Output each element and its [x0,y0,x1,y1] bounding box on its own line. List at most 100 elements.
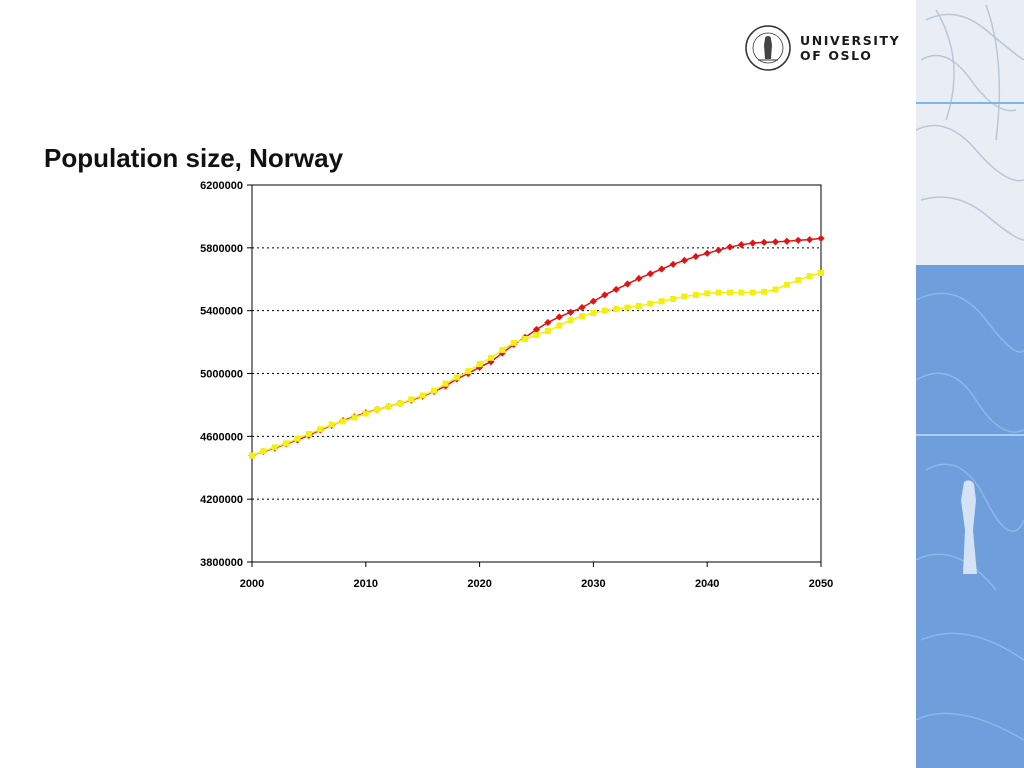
data-point [715,289,722,296]
data-point [703,249,711,257]
data-point [351,414,358,421]
x-tick-label: 2000 [240,578,264,590]
data-point [714,246,723,254]
data-point [385,403,392,410]
y-tick-label: 4600000 [200,431,243,443]
data-point [340,418,347,425]
data-point [623,280,632,288]
university-logo: UNIVERSITY OF OSLO [744,24,904,74]
data-point [601,307,608,314]
data-point [442,380,449,387]
data-point [795,277,802,284]
data-point [692,291,699,298]
data-point [761,288,768,295]
side-panel-top [916,0,1024,265]
data-point [669,260,677,268]
data-point [692,252,700,261]
data-point [487,354,494,361]
data-point [783,281,790,288]
data-point [544,318,552,327]
y-tick-label: 4200000 [200,494,243,506]
data-point [408,396,415,403]
data-point [646,270,654,278]
y-axis-tick-labels: 3800000 4200000 4600000 5000000 5400000 58000… [200,180,243,569]
university-seal-icon [745,25,791,71]
data-point [555,313,563,321]
data-point [589,297,597,305]
y-tick-label: 5400000 [200,306,243,318]
data-point [624,304,631,311]
data-point [783,237,791,245]
data-point [749,289,756,296]
data-point [328,421,335,428]
data-point [305,430,312,437]
data-point [476,363,484,371]
data-point [532,325,541,334]
data-point [670,295,677,302]
data-point [635,274,643,283]
y-tick-label: 5000000 [200,369,243,381]
data-point [681,293,688,300]
data-point [510,339,517,346]
side-decoration-panel [916,0,1024,768]
data-point [260,448,267,455]
data-point [794,236,802,244]
data-point [476,361,483,368]
data-point [658,298,665,305]
data-point [499,346,506,353]
data-point [317,426,324,433]
data-point [567,308,575,316]
data-point [647,300,654,307]
data-point [283,440,290,447]
data-point [601,291,609,299]
logo-text-line-1: UNIVERSITY [800,33,901,48]
data-point [749,239,757,247]
data-point [771,238,780,246]
x-axis-tick-labels: 2000 2010 2020 2030 2040 2050 [240,578,833,590]
data-point [374,406,381,413]
x-tick-label: 2030 [581,578,605,590]
data-point [612,285,620,294]
series-line [251,272,822,457]
series-0 [248,234,825,460]
data-point [760,238,768,246]
data-point [522,335,529,342]
data-point [396,400,403,407]
chart-gridlines [252,247,821,500]
data-point [419,392,426,399]
data-point [772,286,779,293]
data-point [579,313,586,320]
data-point [613,306,620,313]
data-point [726,289,733,296]
data-point [556,322,563,329]
y-tick-label: 6200000 [200,180,243,192]
statue-figure [961,480,977,574]
logo-text-line-2: OF OSLO [800,48,873,63]
chart-axes [247,184,822,567]
data-point [544,328,551,335]
data-point [806,236,814,244]
data-point [806,273,813,280]
y-tick-label: 5800000 [200,243,243,255]
data-point [453,374,460,381]
data-point [818,269,824,276]
data-point [362,410,369,417]
data-point [726,243,734,251]
data-point [567,317,574,324]
data-point [271,444,278,451]
data-point [533,332,540,339]
slide-title: Population size, Norway [44,143,344,173]
population-line-chart: 3800000 4200000 4600000 5000000 5400000 58000… [200,180,833,590]
statue-sketch-lines [916,4,1024,241]
side-panel-art [916,0,1024,768]
series-1 [249,269,824,459]
data-point [704,290,711,297]
data-point [737,241,745,249]
x-tick-label: 2040 [695,578,719,590]
data-point [431,387,438,394]
data-point [294,435,301,442]
data-point [465,368,472,375]
chart-series [248,234,825,460]
data-point [578,303,586,312]
data-point [249,452,255,459]
